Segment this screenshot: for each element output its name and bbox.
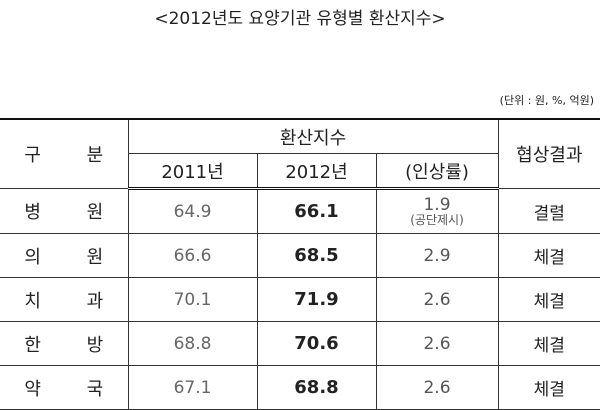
rate: 2.9 (423, 245, 451, 266)
value-2011: 68.8 (127, 321, 258, 366)
value-2012: 66.1 (256, 188, 377, 234)
rate-cell: 1.9 (공단제시) (375, 188, 499, 234)
result: 체결 (497, 321, 600, 366)
value-2012: 68.5 (256, 233, 377, 278)
value-2011: 66.6 (127, 233, 258, 278)
unit-note: (단위 : 원, %, 억원) (499, 94, 594, 107)
value-2012: 70.6 (256, 321, 377, 366)
row-name: 병 원 (0, 188, 129, 234)
result: 체결 (497, 233, 600, 278)
table-row: 약 국 67.1 68.8 2.6 체결 (0, 365, 600, 410)
header-2011: 2011년 (128, 153, 258, 190)
header-result: 협상결과 (497, 118, 600, 189)
result: 체결 (497, 365, 600, 410)
header-2012: 2012년 (256, 153, 377, 190)
rate-note: (공단제시) (410, 212, 464, 227)
rate-cell: 2.6 (375, 365, 499, 410)
result: 체결 (497, 277, 600, 322)
value-2012: 71.9 (256, 277, 377, 322)
rate: 2.6 (423, 289, 451, 310)
value-2012: 68.8 (256, 365, 377, 410)
table-row: 치 과 70.1 71.9 2.6 체결 (0, 277, 600, 322)
table: 구 분 환산지수 협상결과 2011년 2012년 (인상률) 병 원 64.9 6… (0, 118, 600, 410)
row-name: 의 원 (0, 233, 129, 278)
table-row: 병 원 64.9 66.1 1.9 (공단제시) 결렬 (0, 188, 600, 234)
table-body: 병 원 64.9 66.1 1.9 (공단제시) 결렬 의 원 66.6 68.5 2.9 체결 치 … (0, 188, 600, 410)
table-row: 한 방 68.8 70.6 2.6 체결 (0, 321, 600, 366)
row-name: 한 방 (0, 321, 129, 366)
rate-cell: 2.6 (375, 277, 499, 322)
value-2011: 67.1 (127, 365, 258, 410)
title: <2012년도 요양기관 유형별 환산지수> (154, 9, 446, 29)
rate-cell: 2.6 (375, 321, 499, 366)
rate: 1.9 (423, 194, 451, 215)
header-category: 구 분 (0, 118, 129, 189)
rate: 2.6 (423, 333, 451, 354)
value-2011: 64.9 (127, 188, 258, 234)
value-2011: 70.1 (127, 277, 258, 322)
rate: 2.6 (423, 377, 451, 398)
row-name: 약 국 (0, 365, 129, 410)
row-name: 치 과 (0, 277, 129, 322)
table-row: 의 원 66.6 68.5 2.9 체결 (0, 233, 600, 278)
header-group: 환산지수 (127, 118, 499, 154)
header-rate: (인상률) (375, 153, 499, 190)
result: 결렬 (497, 188, 600, 234)
rate-cell: 2.9 (375, 233, 499, 278)
